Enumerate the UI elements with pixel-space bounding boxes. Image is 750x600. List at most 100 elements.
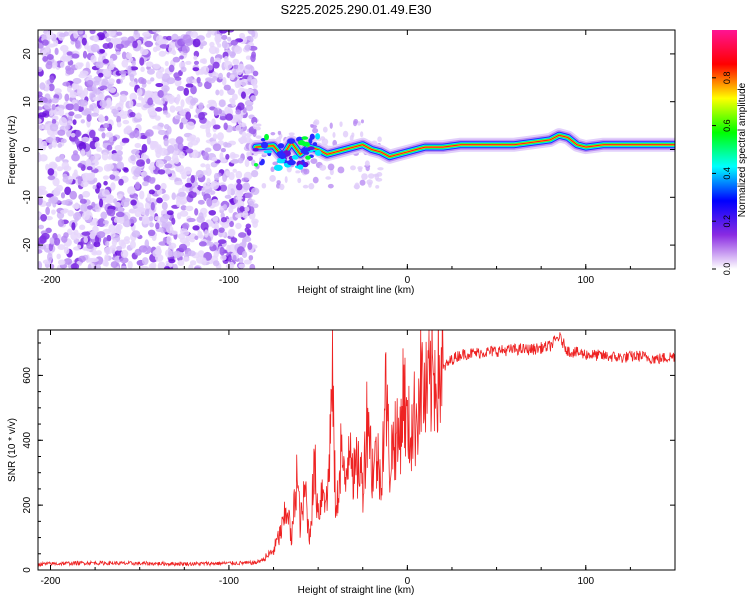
noise-cell [252, 220, 258, 228]
noise-cell [92, 184, 97, 190]
noise-cell [313, 119, 320, 126]
noise-cell [322, 126, 328, 133]
noise-cell [157, 169, 166, 175]
noise-cell [45, 125, 51, 131]
noise-cell [131, 60, 136, 67]
noise-cell [149, 222, 154, 228]
noise-cell [115, 51, 121, 56]
noise-cell [103, 246, 113, 255]
noise-cell [373, 173, 380, 177]
noise-cell [121, 51, 127, 60]
noise-cell [181, 45, 190, 54]
noise-cell [38, 112, 47, 118]
noise-cell [71, 53, 80, 59]
ridge-cell [260, 137, 266, 142]
noise-cell [48, 83, 55, 92]
noise-cell [193, 55, 198, 60]
noise-cell [99, 99, 108, 108]
noise-cell [132, 204, 137, 210]
noise-cell [79, 198, 87, 204]
snr-x-ticks: -200 -100 0 100 [40, 330, 676, 587]
ridge-cell [312, 142, 318, 147]
noise-cell [116, 161, 125, 170]
noise-cell [62, 176, 69, 183]
noise-cell [127, 186, 136, 195]
noise-cell [47, 252, 53, 262]
x-tick-label: 100 [577, 576, 594, 587]
noise-cell [236, 178, 242, 184]
noise-cell [140, 48, 149, 56]
y-tick-label: 10 [22, 96, 33, 108]
ridge-cell [314, 149, 322, 156]
noise-cell [150, 202, 155, 211]
noise-cell [119, 70, 127, 75]
noise-cell [57, 244, 66, 251]
noise-cell [357, 166, 363, 170]
noise-cell [63, 258, 73, 265]
noise-cell [198, 241, 207, 247]
noise-cell [101, 132, 106, 139]
noise-cell [71, 222, 76, 231]
ridge-cell [315, 133, 321, 140]
snr-y-ticks: 0 200 400 600 [22, 342, 675, 573]
noise-cell [101, 80, 107, 88]
noise-cell [230, 153, 240, 158]
noise-cell [123, 110, 128, 115]
noise-cell [74, 40, 81, 49]
noise-cell [139, 190, 145, 200]
noise-cell [116, 78, 121, 84]
noise-cell [38, 118, 42, 124]
noise-cell [177, 142, 184, 151]
noise-cell [230, 237, 238, 243]
noise-cell [230, 159, 239, 164]
noise-cell [97, 93, 105, 101]
noise-cell [46, 30, 54, 40]
ridge-cell [305, 155, 311, 160]
noise-cell [223, 84, 231, 91]
noise-cell [176, 198, 181, 208]
noise-cell [116, 121, 122, 128]
noise-cell [129, 66, 139, 71]
noise-cell [83, 236, 89, 244]
noise-cell [200, 221, 209, 231]
noise-cell [173, 157, 180, 164]
ridge-cell [273, 164, 283, 172]
noise-cell [250, 54, 256, 63]
noise-cell [152, 63, 161, 69]
noise-cell [215, 36, 220, 46]
noise-cell [218, 227, 225, 233]
noise-cell [220, 217, 227, 223]
noise-cell [141, 215, 150, 224]
noise-cell [225, 153, 230, 160]
noise-cell [279, 183, 285, 191]
noise-cell [76, 89, 85, 97]
noise-cell [78, 30, 84, 35]
noise-cell [229, 220, 234, 228]
noise-cell [105, 197, 114, 204]
noise-cell [134, 154, 141, 160]
noise-cell [171, 230, 178, 235]
noise-cell [44, 83, 50, 92]
noise-cell [246, 151, 252, 157]
colorbar-tick-label: 0.8 [722, 72, 732, 85]
noise-cell [167, 145, 175, 154]
noise-cell [312, 127, 319, 134]
spectrogram-ridge [248, 128, 675, 172]
noise-cell [147, 192, 152, 202]
noise-cell [244, 99, 254, 107]
noise-cell [226, 30, 235, 33]
noise-cell [163, 137, 169, 147]
noise-cell [142, 181, 149, 187]
noise-cell [100, 211, 108, 220]
noise-cell [103, 180, 108, 186]
noise-cell [221, 40, 228, 49]
noise-cell [228, 261, 235, 269]
noise-cell [152, 125, 161, 130]
noise-cell [121, 59, 129, 68]
noise-cell [65, 103, 75, 111]
y-tick-label: 600 [22, 367, 33, 384]
noise-cell [244, 88, 254, 95]
noise-cell [353, 118, 359, 125]
noise-cell [141, 98, 146, 106]
noise-cell [39, 154, 48, 162]
